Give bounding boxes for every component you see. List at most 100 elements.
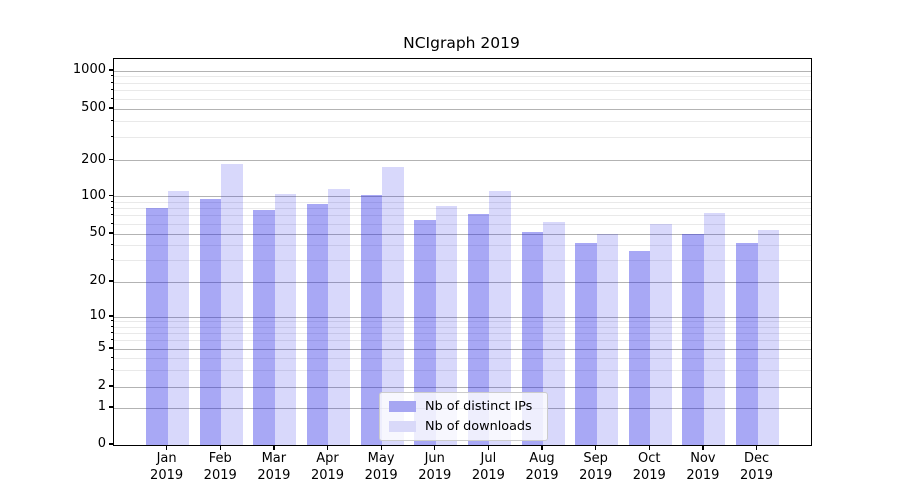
y-tick-mark-1: [108, 406, 113, 408]
y-tick-mark-minor-60: [110, 222, 113, 224]
gridline-major-2: [114, 386, 811, 388]
y-tick-mark-20: [108, 280, 113, 282]
bar-distinct-ips-sep: [575, 243, 597, 445]
chart-title: NCIgraph 2019: [403, 34, 520, 52]
bar-distinct-ips-nov: [682, 234, 704, 445]
x-tick-label-month: Jul: [480, 451, 497, 466]
x-tick-mark-jul: [487, 445, 490, 450]
y-tick-mark-5: [108, 347, 113, 349]
x-tick-label-month: Aug: [529, 451, 555, 466]
y-tick-mark-500: [108, 107, 113, 109]
x-tick-label-feb: Feb 2019: [188, 451, 252, 484]
y-tick-mark-minor-700: [110, 89, 113, 91]
x-tick-label-month: Dec: [743, 451, 770, 466]
gridline-major-100: [114, 196, 811, 197]
x-tick-label-month: Sep: [583, 451, 608, 466]
y-tick-mark-minor-900: [110, 75, 113, 77]
bar-distinct-ips-mar: [253, 209, 275, 445]
y-tick-mark-minor-9: [110, 320, 113, 322]
x-tick-mark-oct: [648, 445, 650, 450]
bar-distinct-ips-may: [360, 194, 383, 445]
gridline-minor-40: [114, 245, 811, 247]
bar-distinct-ips-jan: [146, 207, 168, 445]
bar-downloads-sep: [596, 234, 619, 445]
x-tick-label-apr: Apr 2019: [295, 451, 359, 484]
bar-distinct-ips-feb: [199, 198, 222, 445]
legend: Nb of distinct IPs Nb of downloads: [379, 392, 548, 441]
bar-distinct-ips-apr: [306, 204, 329, 445]
gridline-major-5: [114, 348, 811, 350]
x-tick-mark-sep: [595, 445, 597, 450]
y-tick-mark-10: [108, 315, 113, 317]
gridline-major-500: [114, 108, 811, 110]
x-tick-label-year: 2019: [364, 467, 398, 483]
y-tick-mark-minor-40: [110, 244, 113, 246]
x-tick-label-month: May: [367, 451, 395, 466]
gridline-minor-700: [114, 90, 811, 92]
y-tick-mark-1000: [108, 69, 113, 71]
x-tick-label-month: Jan: [156, 451, 177, 466]
gridline-minor-9: [114, 321, 811, 323]
gridline-minor-4: [114, 357, 811, 359]
bar-downloads-apr: [328, 189, 350, 445]
gridline-minor-30: [114, 260, 811, 262]
x-tick-label-year: 2019: [579, 467, 613, 483]
y-tick-mark-minor-600: [110, 97, 113, 99]
plot-area: Nb of distinct IPs Nb of downloads: [113, 58, 812, 446]
y-tick-mark-minor-80: [110, 207, 113, 209]
x-tick-mark-apr: [326, 445, 329, 450]
gridline-major-10: [114, 316, 811, 318]
bar-distinct-ips-oct: [628, 251, 651, 445]
x-tick-label-year: 2019: [686, 467, 720, 483]
y-tick-label-50: 50: [89, 225, 106, 240]
x-tick-label-oct: Oct 2019: [617, 451, 681, 484]
x-tick-mark-feb: [219, 445, 221, 450]
x-tick-label-month: Apr: [316, 451, 339, 466]
gridline-minor-80: [114, 208, 811, 210]
y-tick-mark-minor-8: [110, 325, 113, 327]
bar-downloads-jul: [489, 191, 511, 445]
x-tick-mark-jun: [434, 445, 436, 450]
x-tick-label-year: 2019: [257, 467, 291, 483]
x-tick-label-month: Mar: [261, 451, 287, 466]
x-tick-mark-nov: [702, 445, 704, 450]
y-tick-mark-minor-300: [110, 136, 113, 138]
x-tick-mark-jan: [166, 445, 168, 450]
legend-swatch-distinct-ips: [389, 400, 416, 412]
gridline-major-20: [114, 281, 811, 283]
x-tick-label-year: 2019: [632, 467, 666, 483]
x-tick-label-may: May 2019: [349, 451, 413, 484]
bar-downloads-feb: [221, 163, 243, 445]
bar-distinct-ips-jul: [467, 213, 490, 445]
gridline-major-50: [114, 233, 811, 235]
gridline-minor-800: [114, 82, 811, 84]
y-tick-label-1: 1: [97, 399, 106, 414]
legend-label-distinct-ips: Nb of distinct IPs: [425, 398, 533, 414]
legend-item-downloads: Nb of downloads: [380, 416, 547, 436]
x-tick-label-year: 2019: [525, 467, 559, 483]
gridline-minor-3: [114, 369, 811, 371]
x-tick-mark-aug: [541, 445, 543, 450]
bar-downloads-jan: [167, 190, 190, 445]
bar-distinct-ips-dec: [736, 243, 758, 445]
x-tick-label-jan: Jan 2019: [135, 451, 199, 484]
bar-downloads-nov: [703, 212, 726, 445]
y-tick-mark-minor-400: [110, 120, 113, 122]
y-tick-mark-minor-70: [110, 214, 113, 216]
x-tick-label-year: 2019: [150, 467, 184, 483]
bar-downloads-aug: [543, 222, 565, 445]
y-tick-mark-50: [108, 232, 113, 234]
x-tick-mark-dec: [755, 445, 758, 450]
y-tick-mark-200: [108, 158, 113, 161]
y-tick-mark-100: [108, 194, 113, 197]
gridline-minor-7: [114, 332, 811, 334]
y-tick-label-500: 500: [81, 100, 106, 115]
y-tick-mark-minor-90: [110, 200, 113, 202]
gridline-major-200: [114, 160, 811, 161]
gridline-minor-900: [114, 76, 811, 78]
x-tick-mark-mar: [273, 445, 275, 450]
gridline-minor-60: [114, 223, 811, 225]
x-tick-label-year: 2019: [418, 467, 452, 483]
x-tick-label-year: 2019: [739, 467, 774, 483]
